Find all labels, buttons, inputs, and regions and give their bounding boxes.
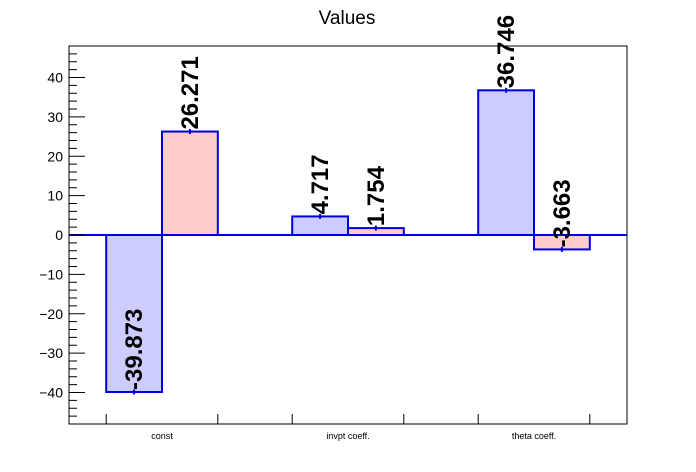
data-label: 1.754 [363,165,390,226]
y-tick-label: 30 [47,109,63,125]
y-tick-label: −30 [39,345,63,361]
y-tick-label: −10 [39,266,63,282]
data-label: 4.717 [307,154,334,214]
y-tick-label: 0 [55,227,63,243]
y-tick-label: −40 [39,385,63,401]
data-label: 26.271 [177,56,204,129]
chart-title: Values [319,8,376,29]
data-label: -39.873 [121,309,148,390]
x-category-label: theta coeff. [512,431,556,441]
bar-const-series-2 [161,130,219,236]
y-tick-label: −20 [39,306,63,322]
x-category-label: invpt coeff. [326,431,369,441]
y-tick-label: 20 [47,148,63,164]
x-category-label: const [151,431,173,441]
bar-theta-coeff--series-1 [477,89,536,236]
y-tick-label: 40 [47,70,63,86]
data-label: 36.746 [493,15,520,88]
data-label: -3.663 [549,179,576,247]
y-tick-label: 10 [47,188,63,204]
bar-invpt-coeff--series-1 [291,215,350,237]
